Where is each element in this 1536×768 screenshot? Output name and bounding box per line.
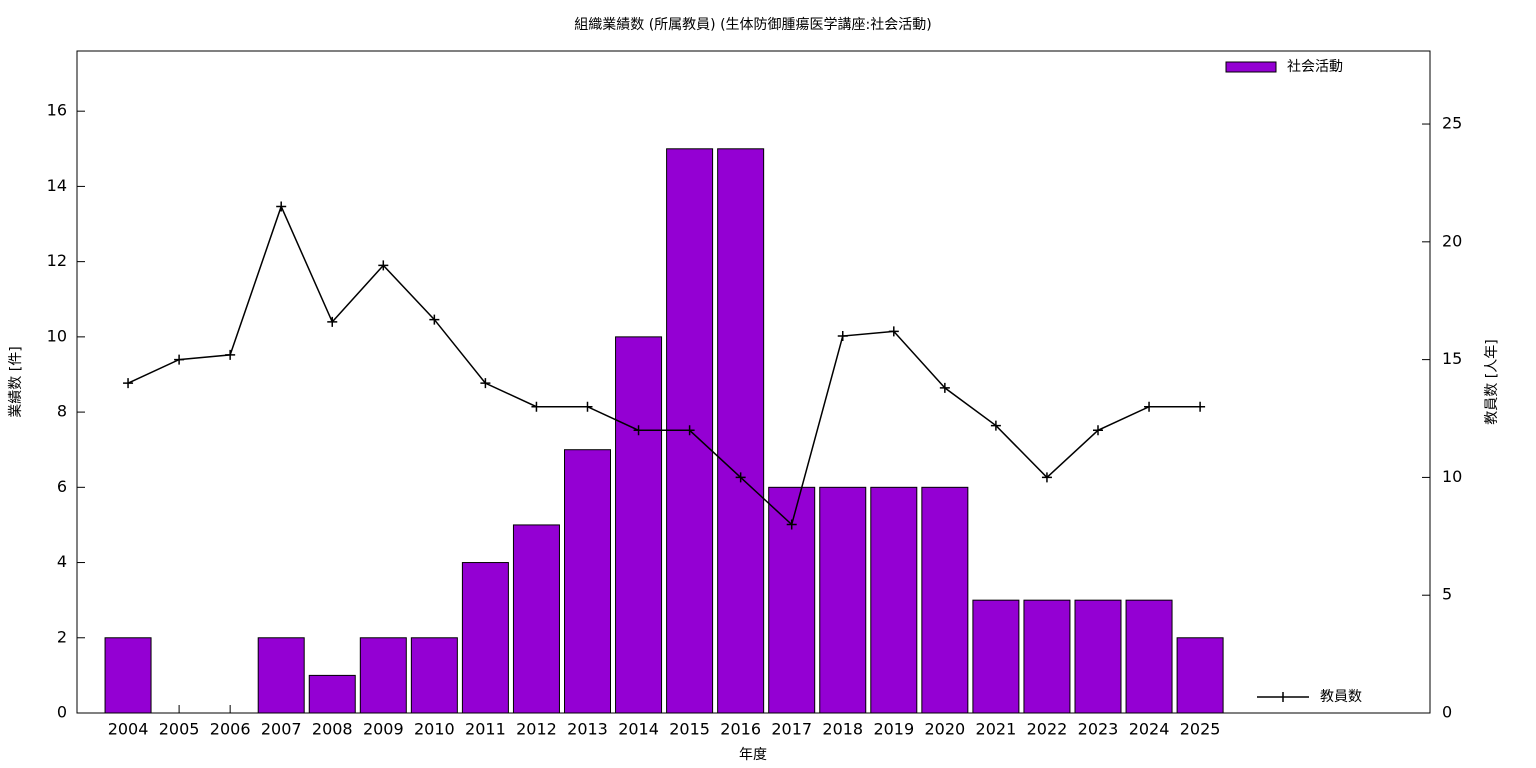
point <box>888 326 899 337</box>
point <box>1144 401 1155 412</box>
bar <box>461 562 509 714</box>
y2-axis-label: 教員数 [人年] <box>1484 339 1500 424</box>
point <box>225 349 236 360</box>
point <box>480 378 491 389</box>
y-tick-label: 14 <box>47 176 67 195</box>
point <box>378 260 389 271</box>
bar <box>564 449 611 714</box>
bar <box>972 599 1020 714</box>
x-tick-label: 2004 <box>108 720 149 739</box>
x-tick-label: 2010 <box>414 720 455 739</box>
point <box>1093 425 1103 436</box>
point <box>174 354 185 365</box>
y2-tick-label: 15 <box>1442 349 1462 368</box>
chart-title: 組織業績数 (所属教員) (生体防御腫瘍医学講座:社会活動) <box>574 16 931 33</box>
y-tick-label: 10 <box>47 326 67 345</box>
x-tick-label: 2018 <box>822 720 863 739</box>
y2-tick-label: 5 <box>1442 585 1452 604</box>
point <box>633 425 644 436</box>
bar <box>359 637 407 714</box>
y-tick-label: 16 <box>47 101 67 120</box>
x-tick-label: 2025 <box>1180 720 1221 739</box>
x-tick-label: 2009 <box>363 720 404 739</box>
point <box>786 519 797 530</box>
point <box>123 378 134 389</box>
point <box>429 314 440 325</box>
x-tick-label: 2020 <box>924 720 965 739</box>
point <box>939 382 950 393</box>
line <box>127 204 1201 526</box>
legend-swatch <box>1225 61 1277 73</box>
x-tick-label: 2012 <box>516 720 557 739</box>
point <box>327 316 338 327</box>
y-tick-label: 4 <box>57 552 67 571</box>
y-tick-label: 0 <box>57 703 67 722</box>
x-tick-label: 2006 <box>210 720 251 739</box>
bar <box>1176 637 1224 714</box>
bar <box>410 637 458 714</box>
x-tick-label: 2019 <box>873 720 914 739</box>
point <box>1195 401 1206 412</box>
bar <box>717 148 765 714</box>
point <box>276 201 287 212</box>
bar <box>104 637 152 714</box>
bar <box>1074 599 1122 714</box>
point <box>990 420 1001 431</box>
y2-tick-label: 0 <box>1442 703 1452 722</box>
point <box>582 401 593 412</box>
x-axis-label: 年度 <box>739 747 767 763</box>
x-tick-label: 2022 <box>1027 720 1068 739</box>
x-tick-label: 2005 <box>159 720 200 739</box>
x-tick-label: 2024 <box>1129 720 1170 739</box>
x-tick-label: 2013 <box>567 720 608 739</box>
bar <box>512 524 560 714</box>
y-tick-label: 8 <box>57 402 67 421</box>
x-tick-label: 2011 <box>465 720 506 739</box>
bar <box>819 486 867 714</box>
point <box>1041 472 1052 483</box>
y2-tick-label: 10 <box>1442 467 1462 486</box>
bar <box>615 336 663 714</box>
point <box>531 401 542 412</box>
legend-label: 社会活動 <box>1287 59 1343 75</box>
x-tick-label: 2008 <box>312 720 353 739</box>
x-tick-label: 2017 <box>771 720 812 739</box>
y2-tick-label: 20 <box>1442 231 1462 250</box>
point <box>735 472 746 483</box>
x-tick-label: 2023 <box>1078 720 1119 739</box>
x-tick-label: 2007 <box>261 720 302 739</box>
legend-label: 教員数 <box>1320 689 1362 705</box>
point <box>837 331 848 342</box>
y-tick-label: 2 <box>57 627 67 646</box>
y2-tick-label: 25 <box>1442 114 1462 133</box>
y-axis-label: 業績数 [件] <box>8 346 24 417</box>
point <box>684 425 695 436</box>
y-tick-label: 6 <box>57 477 67 496</box>
legend-line <box>1257 692 1309 702</box>
bar <box>1125 599 1173 714</box>
x-tick-label: 2021 <box>976 720 1017 739</box>
bar <box>921 486 969 714</box>
bar <box>308 674 356 714</box>
y-tick-label: 12 <box>47 251 67 270</box>
x-tick-label: 2016 <box>720 720 761 739</box>
x-tick-label: 2015 <box>669 720 710 739</box>
bar <box>1023 599 1071 714</box>
bar <box>870 486 918 714</box>
bar <box>257 637 305 714</box>
x-tick-label: 2014 <box>618 720 659 739</box>
plot-border <box>76 50 1431 714</box>
